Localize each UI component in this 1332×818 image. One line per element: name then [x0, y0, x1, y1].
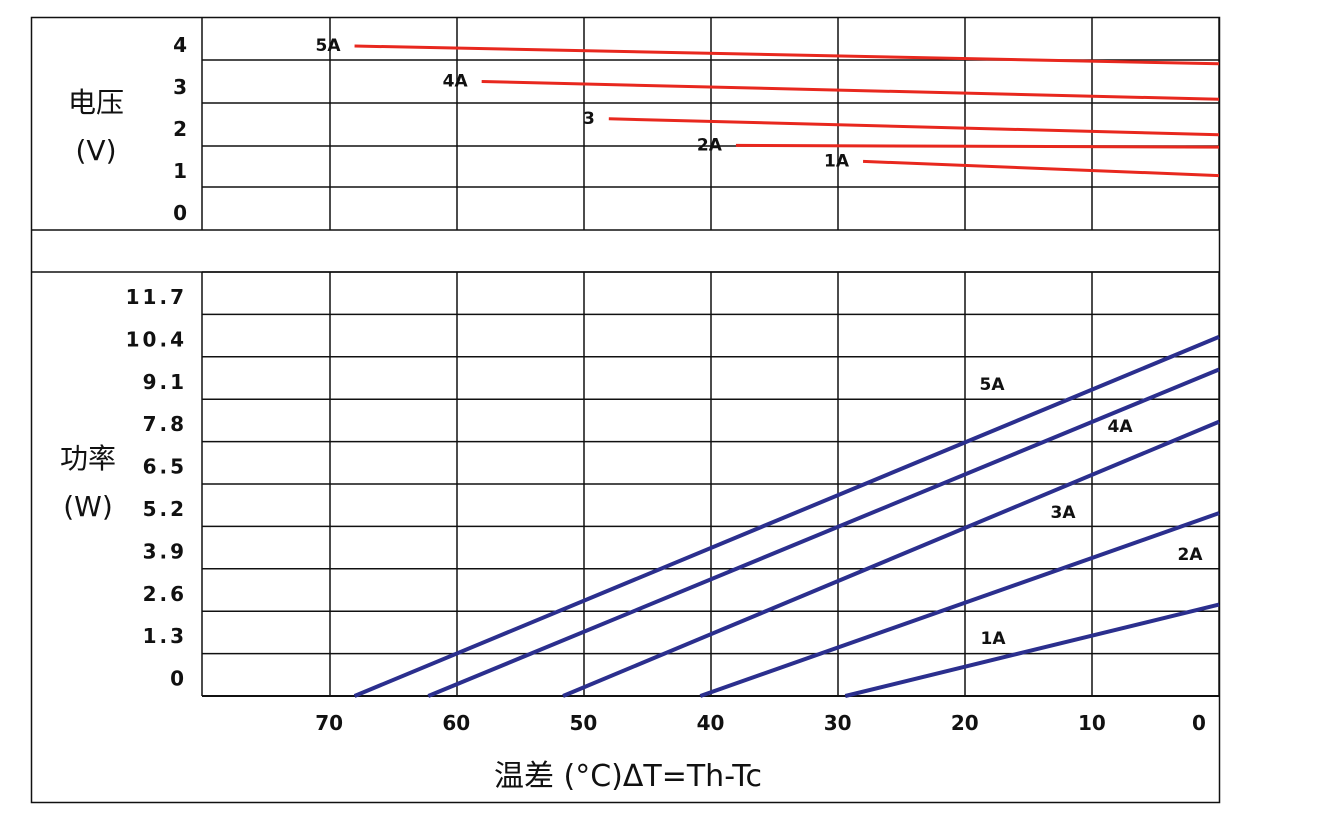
voltage-series-line	[862, 159, 1220, 178]
power-ytick-label: 5.2	[143, 497, 187, 521]
voltage-series-label: 3	[583, 109, 595, 129]
voltage-ytick-label: 2	[173, 117, 187, 141]
power-ytick-label: 9.1	[143, 370, 187, 394]
voltage-series-line	[481, 80, 1220, 101]
voltage-series-label: 2A	[697, 135, 723, 155]
power-series-line	[699, 511, 1220, 698]
x-tick-label: 10	[1078, 711, 1106, 735]
power-series-label: 5A	[980, 375, 1006, 395]
power-ytick-label: 6.5	[143, 455, 187, 479]
power-series-label: 1A	[981, 629, 1007, 649]
power-ylabel-line1: 功率	[60, 442, 116, 475]
power-ytick-label: 0	[170, 667, 187, 691]
voltage-ylabel-line2: (V)	[75, 134, 116, 167]
voltage-series-line	[608, 117, 1220, 137]
voltage-ylabel-line1: 电压	[68, 86, 124, 119]
voltage-ytick-label: 0	[173, 201, 187, 225]
power-ytick-label: 2.6	[143, 582, 187, 606]
x-axis-label: 温差 (°C)ΔT=Th-Tc	[494, 759, 762, 794]
power-series-line	[562, 419, 1220, 698]
power-ytick-label: 3.9	[143, 539, 187, 563]
voltage-ytick-label: 1	[173, 159, 187, 183]
voltage-ytick-label: 4	[173, 33, 187, 57]
x-tick-label: 60	[442, 711, 470, 735]
x-tick-label: 40	[697, 711, 725, 735]
power-ytick-label: 7.8	[143, 412, 187, 436]
voltage-series-line	[735, 143, 1220, 149]
power-series-label: 3A	[1051, 503, 1077, 523]
voltage-series-label: 4A	[443, 72, 469, 92]
x-tick-label: 50	[569, 711, 597, 735]
power-ytick-label: 1.3	[143, 624, 187, 648]
x-tick-label: 30	[824, 711, 852, 735]
voltage-series-label: 5A	[316, 36, 342, 56]
power-series-line	[844, 602, 1220, 698]
x-tick-label: 70	[315, 711, 343, 735]
power-series-label: 2A	[1178, 545, 1204, 565]
voltage-ytick-label: 3	[173, 75, 187, 99]
x-tick-label: 20	[951, 711, 979, 735]
power-ytick-label: 10.4	[126, 327, 187, 351]
x-tick-label: 0	[1192, 711, 1206, 735]
voltage-series-label: 1A	[824, 151, 850, 171]
power-series-line	[427, 367, 1220, 698]
power-ylabel-line2: (W)	[63, 490, 113, 523]
power-ytick-label: 11.7	[126, 285, 187, 309]
power-series-line	[353, 335, 1220, 698]
voltage-series-line	[354, 44, 1220, 66]
power-series-label: 4A	[1108, 417, 1134, 437]
